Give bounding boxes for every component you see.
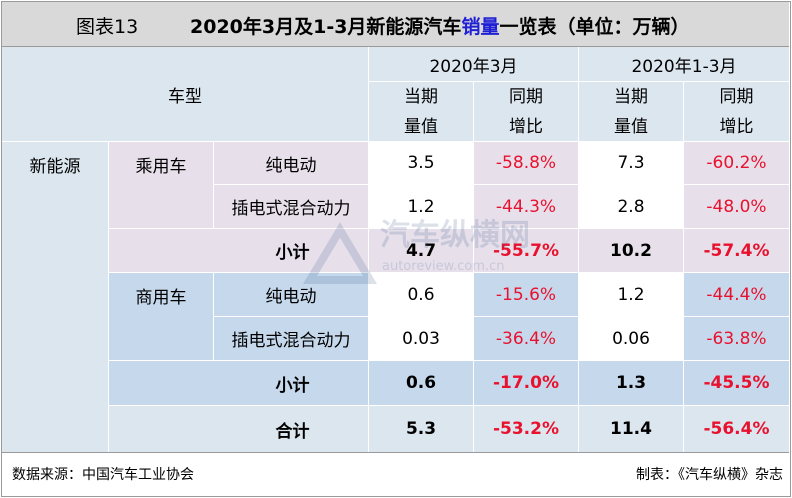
cell-yoy: -57.4% bbox=[684, 229, 789, 272]
header-march-current: 当期 量值 bbox=[369, 82, 473, 141]
cell-yoy: -44.3% bbox=[474, 185, 578, 228]
row-label-passenger-bev: 纯电动 bbox=[214, 142, 368, 184]
header-label: 增比 bbox=[509, 116, 543, 137]
cell-value: 1.2 bbox=[579, 273, 683, 316]
cell-yoy: -53.2% bbox=[474, 406, 578, 452]
cell-yoy: -56.4% bbox=[684, 406, 789, 452]
cell-value: 5.3 bbox=[369, 406, 473, 452]
header-label: 同期 bbox=[509, 86, 543, 107]
cell-value: 11.4 bbox=[579, 406, 683, 452]
cell-value: 0.6 bbox=[369, 273, 473, 316]
cell-yoy: -48.0% bbox=[684, 185, 789, 228]
cell-value: 4.7 bbox=[369, 229, 473, 272]
header-label: 量值 bbox=[614, 116, 648, 137]
cell-yoy: -44.4% bbox=[684, 273, 789, 316]
cell-value: 1.2 bbox=[369, 185, 473, 228]
cell-yoy: -17.0% bbox=[474, 361, 578, 405]
cell-value: 0.06 bbox=[579, 317, 683, 360]
cell-value: 1.3 bbox=[579, 361, 683, 405]
cell-yoy: -60.2% bbox=[684, 142, 789, 184]
cell-yoy: -58.8% bbox=[474, 142, 578, 184]
header-label: 增比 bbox=[719, 116, 754, 137]
cell-value: 10.2 bbox=[579, 229, 683, 272]
header-period-q1: 2020年1-3月 bbox=[579, 47, 789, 81]
cell-yoy: -36.4% bbox=[474, 317, 578, 360]
header-label: 量值 bbox=[404, 116, 438, 137]
cell-yoy: -15.6% bbox=[474, 273, 578, 316]
row-group-commercial: 商用车 bbox=[109, 273, 213, 360]
footer: 数据来源：中国汽车工业协会 制表：《汽车纵横》杂志 bbox=[2, 452, 789, 495]
cell-value: 2.8 bbox=[579, 185, 683, 228]
row-label-commercial-bev: 纯电动 bbox=[214, 273, 368, 316]
header-vehicle-type: 车型 bbox=[2, 47, 368, 141]
figure-number: 图表13 bbox=[76, 16, 139, 38]
cell-value: 0.6 bbox=[369, 361, 473, 405]
header-label: 同期 bbox=[719, 86, 754, 107]
header-label: 当期 bbox=[404, 86, 438, 107]
row-label-total: 合计 bbox=[109, 406, 368, 452]
cell-yoy: -45.5% bbox=[684, 361, 789, 405]
cell-value: 3.5 bbox=[369, 142, 473, 184]
title-bar: 图表13 2020年3月及1-3月新能源汽车销量一览表（单位：万辆） bbox=[2, 2, 789, 47]
row-label-commercial-subtotal: 小计 bbox=[109, 361, 368, 405]
table-title: 2020年3月及1-3月新能源汽车销量一览表（单位：万辆） bbox=[190, 12, 689, 39]
row-label-passenger-phev: 插电式混合动力 bbox=[214, 185, 368, 228]
cell-yoy: -55.7% bbox=[474, 229, 578, 272]
header-q1-yoy: 同期 增比 bbox=[684, 82, 789, 141]
header-q1-current: 当期 量值 bbox=[579, 82, 683, 141]
row-group-passenger: 乘用车 bbox=[109, 142, 213, 228]
title-suffix: 一览表（单位：万辆） bbox=[499, 16, 690, 38]
cell-value: 7.3 bbox=[579, 142, 683, 184]
made-by: 制表：《汽车纵横》杂志 bbox=[636, 467, 783, 483]
row-category-new-energy: 新能源 bbox=[2, 142, 108, 452]
cell-yoy: -63.8% bbox=[684, 317, 789, 360]
row-label-commercial-phev: 插电式混合动力 bbox=[214, 317, 368, 360]
header-march-yoy: 同期 增比 bbox=[474, 82, 578, 141]
header-period-march: 2020年3月 bbox=[369, 47, 578, 81]
data-source: 数据来源：中国汽车工业协会 bbox=[12, 467, 194, 483]
row-label-passenger-subtotal: 小计 bbox=[109, 229, 368, 272]
cell-value: 0.03 bbox=[369, 317, 473, 360]
title-highlight: 销量 bbox=[461, 16, 500, 38]
header-label: 当期 bbox=[614, 86, 648, 107]
title-prefix: 2020年3月及1-3月新能源汽车 bbox=[190, 16, 462, 38]
